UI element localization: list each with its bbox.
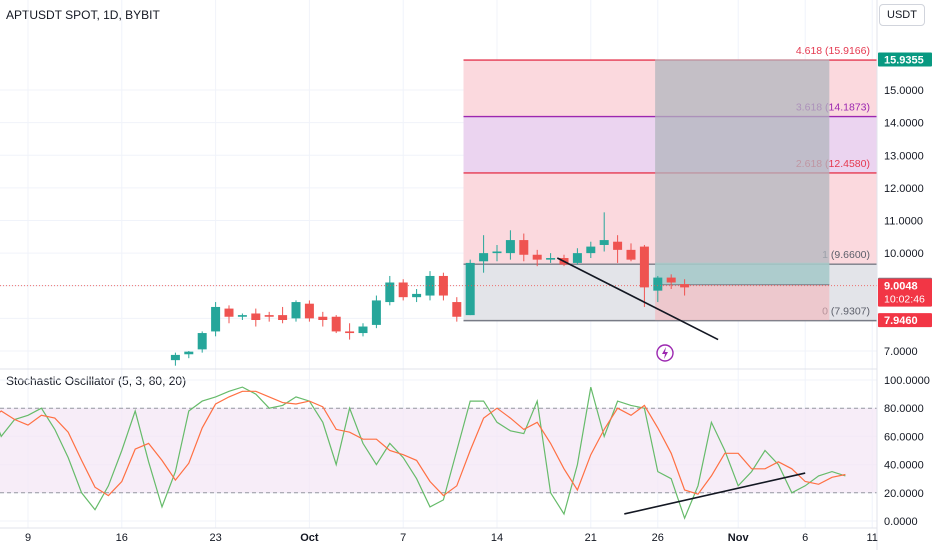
candlesticks (170, 212, 690, 366)
stochastic-oscillator (0, 386, 877, 520)
candle-body (197, 333, 207, 350)
fib-level-label: 4.618 (15.9166) (796, 45, 870, 57)
position-loss-zone (655, 284, 830, 321)
long-position-tool (655, 59, 830, 321)
price-tag-stop-value: 7.9460 (884, 315, 918, 327)
osc-tick-label: 20.0000 (884, 488, 924, 500)
time-tick-label: 9 (25, 532, 31, 544)
price-tag-stop (878, 313, 932, 328)
time-tick-label: 21 (585, 532, 597, 544)
osc-tick-label: 40.0000 (884, 460, 924, 472)
time-tick-label: 7 (400, 532, 406, 544)
candle-body (278, 315, 288, 321)
price-tag-last-value: 9.0048 (884, 281, 918, 293)
stoch-k-line (0, 386, 846, 520)
candle-body (452, 302, 462, 317)
price-trendline (556, 257, 719, 341)
time-tick-label: 16 (116, 532, 128, 544)
candle-body (613, 241, 623, 250)
osc-tick-label: 60.0000 (884, 431, 924, 443)
price-tag-countdown: 10:02:46 (884, 294, 925, 306)
time-tick-label: 26 (652, 532, 664, 544)
oscillator-title: Stochastic Oscillator (5, 3, 80, 20) (6, 374, 187, 388)
time-tick-label: 11 (866, 532, 877, 544)
candle-body (251, 313, 261, 321)
price-tick-label: 7.0000 (884, 346, 918, 358)
candle-body (519, 240, 529, 255)
candle-body (264, 315, 274, 317)
position-filled-profit (655, 262, 830, 285)
candle-body (546, 258, 556, 260)
candle-body (371, 300, 381, 325)
candle-body (586, 246, 596, 254)
flash-icon[interactable] (655, 343, 675, 363)
price-tick-label: 13.0000 (884, 150, 924, 162)
osc-tick-label: 80.0000 (884, 403, 924, 415)
price-tick-label: 11.0000 (884, 216, 923, 228)
osc-tick-label: 100.0000 (884, 375, 930, 387)
candle-body (626, 249, 636, 260)
time-tick-label: 23 (209, 532, 221, 544)
candle-body (653, 277, 663, 291)
candle-body (599, 240, 609, 245)
candle-body (398, 282, 408, 298)
candle-body (438, 275, 448, 296)
osc-tick-label: 0.0000 (884, 516, 918, 528)
candle-body (385, 282, 395, 303)
price-tag-last (878, 278, 932, 307)
time-tick-label: Oct (300, 532, 319, 544)
candle-body (345, 331, 355, 334)
candle-body (237, 315, 247, 317)
candle-body (170, 354, 180, 361)
price-tick-label: 10.0000 (884, 248, 924, 260)
price-tick-label: 14.0000 (884, 118, 924, 130)
candle-body (479, 253, 489, 262)
fib-level-label: 0 (7.9307) (822, 306, 870, 318)
candle-body (572, 253, 582, 263)
candle-body (412, 293, 422, 298)
candle-body (505, 240, 515, 254)
time-tick-label: 6 (802, 532, 808, 544)
candle-body (639, 246, 649, 288)
candle-body (224, 308, 234, 317)
position-profit-zone (655, 59, 830, 285)
fib-level-label: 1 (9.6600) (822, 249, 870, 261)
candle-body (465, 262, 475, 316)
currency-button[interactable]: USDT (879, 4, 925, 26)
stoch-d-line (0, 390, 846, 497)
candle-body (331, 316, 341, 332)
candle-body (358, 326, 368, 334)
candle-body (318, 316, 328, 321)
candle-body (492, 251, 502, 254)
price-tick-label: 15.0000 (884, 85, 924, 97)
candle-body (666, 277, 676, 283)
candle-body (304, 303, 314, 319)
price-tick-label: 12.0000 (884, 183, 924, 195)
drawings (0, 257, 877, 341)
time-tick-label: 14 (491, 532, 503, 544)
price-tag-target (878, 52, 932, 67)
candle-body (211, 306, 221, 332)
candle-body (184, 351, 194, 355)
stoch-trendline (624, 472, 806, 515)
candle-body (532, 254, 542, 260)
time-tick-label: Nov (728, 532, 750, 544)
price-tag-target-value: 15.9355 (884, 54, 924, 66)
candle-body (291, 302, 301, 319)
